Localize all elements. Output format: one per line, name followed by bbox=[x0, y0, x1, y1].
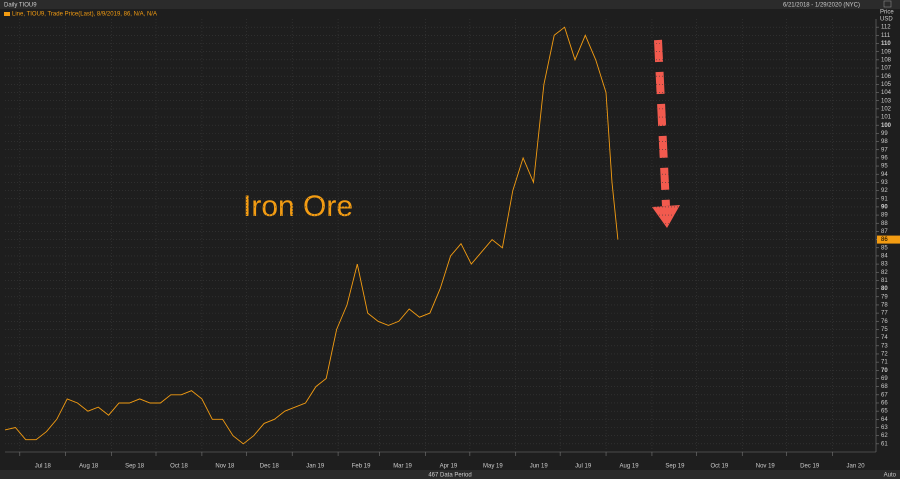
y-tick-label: 108 bbox=[881, 57, 892, 63]
footer-bar bbox=[0, 470, 900, 479]
x-tick-label: Feb 19 bbox=[352, 464, 371, 470]
y-tick-label: 83 bbox=[881, 262, 888, 268]
y-tick-label: 71 bbox=[881, 360, 888, 366]
last-price-box bbox=[877, 235, 900, 244]
y-tick-label: 66 bbox=[881, 401, 888, 407]
legend-entry: Line, TIOU9, Trade Price(Last), 8/9/2019… bbox=[12, 12, 157, 18]
data-period: 467 Data Period bbox=[428, 473, 471, 479]
y-tick-label: 94 bbox=[881, 172, 888, 178]
y-tick-label: 81 bbox=[881, 278, 888, 284]
y-tick-label: 85 bbox=[881, 245, 888, 251]
axis-unit: USD bbox=[880, 17, 893, 23]
y-tick-label: 106 bbox=[881, 74, 892, 80]
x-tick-label: Aug 19 bbox=[620, 464, 640, 470]
y-tick-label: 92 bbox=[881, 188, 888, 194]
y-tick-label: 65 bbox=[881, 409, 888, 415]
y-tick-label: 103 bbox=[881, 98, 892, 104]
y-tick-label: 93 bbox=[881, 180, 888, 186]
x-tick-label: Nov 19 bbox=[756, 464, 776, 470]
y-tick-label: 64 bbox=[881, 417, 888, 423]
y-tick-label: 104 bbox=[881, 90, 892, 96]
x-tick-label: Mar 19 bbox=[393, 464, 412, 470]
y-tick-label: 73 bbox=[881, 343, 888, 349]
y-tick-label: 101 bbox=[881, 115, 892, 121]
y-tick-label: 70 bbox=[881, 368, 888, 374]
x-tick-label: Jul 18 bbox=[35, 464, 52, 470]
y-tick-label: 95 bbox=[881, 164, 888, 170]
y-tick-label: 111 bbox=[881, 33, 891, 39]
chart-title: Daily TIOU9 bbox=[4, 3, 37, 9]
y-tick-label: 105 bbox=[881, 82, 892, 88]
x-tick-label: Apr 19 bbox=[440, 464, 458, 470]
y-tick-label: 78 bbox=[881, 303, 888, 309]
y-tick-label: 61 bbox=[881, 441, 888, 447]
x-tick-label: Nov 18 bbox=[215, 464, 235, 470]
x-tick-label: Jan 19 bbox=[306, 464, 325, 470]
scale-mode[interactable]: Auto bbox=[884, 473, 897, 479]
y-tick-label: 107 bbox=[881, 66, 892, 72]
x-tick-label: Dec 19 bbox=[800, 464, 820, 470]
price-line bbox=[4, 26, 619, 445]
axis-title: Price bbox=[880, 10, 894, 16]
date-range: 6/21/2018 - 1/29/2020 (NYC) bbox=[783, 3, 860, 9]
y-tick-label: 88 bbox=[881, 221, 888, 227]
y-tick-label: 91 bbox=[881, 196, 888, 202]
x-tick-label: Dec 18 bbox=[260, 464, 280, 470]
last-price-label: 86 bbox=[881, 237, 888, 243]
y-tick-label: 79 bbox=[881, 294, 888, 300]
annotation: Iron Ore bbox=[243, 190, 353, 223]
y-tick-label: 75 bbox=[881, 327, 888, 333]
legend-swatch bbox=[4, 12, 10, 16]
x-tick-label: Jul 19 bbox=[575, 464, 592, 470]
y-tick-label: 74 bbox=[881, 335, 888, 341]
y-tick-label: 84 bbox=[881, 254, 888, 260]
y-tick-label: 77 bbox=[881, 311, 888, 317]
y-tick-label: 67 bbox=[881, 392, 888, 398]
y-tick-label: 99 bbox=[881, 131, 888, 137]
x-tick-label: Jan 20 bbox=[847, 464, 866, 470]
x-tick-label: Oct 19 bbox=[711, 464, 729, 470]
y-tick-label: 109 bbox=[881, 49, 892, 55]
y-tick-label: 63 bbox=[881, 425, 888, 431]
y-tick-label: 76 bbox=[881, 319, 888, 325]
y-tick-label: 110 bbox=[881, 41, 891, 47]
arrow bbox=[652, 39, 680, 228]
y-tick-label: 72 bbox=[881, 352, 888, 358]
y-tick-label: 69 bbox=[881, 376, 888, 382]
y-tick-label: 82 bbox=[881, 270, 888, 276]
y-tick-label: 97 bbox=[881, 147, 888, 153]
x-tick-label: Sep 19 bbox=[665, 464, 685, 470]
y-tick-label: 89 bbox=[881, 213, 888, 219]
y-tick-label: 100 bbox=[881, 123, 892, 129]
header-bar bbox=[0, 0, 900, 9]
x-tick-label: Jun 19 bbox=[530, 464, 549, 470]
y-tick-label: 112 bbox=[881, 25, 891, 31]
y-tick-label: 102 bbox=[881, 106, 892, 112]
y-tick-label: 96 bbox=[881, 155, 888, 161]
y-tick-label: 87 bbox=[881, 229, 888, 235]
y-tick-label: 62 bbox=[881, 433, 888, 439]
x-tick-label: Oct 18 bbox=[170, 464, 188, 470]
x-tick-label: May 19 bbox=[483, 464, 503, 470]
window-button[interactable] bbox=[883, 0, 892, 8]
y-tick-label: 80 bbox=[881, 286, 888, 292]
y-tick-label: 68 bbox=[881, 384, 888, 390]
y-tick-label: 98 bbox=[881, 139, 888, 145]
x-tick-label: Aug 18 bbox=[79, 464, 99, 470]
x-tick-label: Sep 18 bbox=[125, 464, 145, 470]
y-tick-label: 90 bbox=[881, 204, 888, 210]
